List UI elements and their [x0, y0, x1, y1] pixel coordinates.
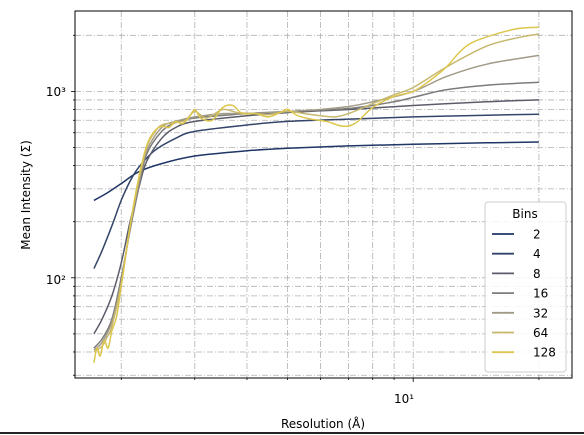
legend-title: Bins	[512, 207, 537, 221]
series-line-128	[93, 26, 539, 363]
series-line-4	[93, 113, 539, 269]
series-line-64	[93, 33, 540, 353]
series-line-2	[93, 141, 539, 202]
legend-label-2: 2	[533, 228, 541, 242]
grid	[75, 11, 572, 378]
legend-label-32: 32	[533, 306, 548, 320]
legend-label-64: 64	[533, 326, 548, 340]
series-line-16	[93, 81, 539, 349]
x-axis-label: Resolution (Å)	[281, 416, 365, 431]
legend-box	[484, 201, 567, 373]
y-tick-label-100: 10²	[46, 273, 66, 287]
y-axis-label: Mean Intensity (Σ)	[19, 140, 33, 250]
y-tick-label-1000: 10³	[46, 85, 66, 99]
legend: Bins 2 4 8 16 32 64 128	[484, 201, 567, 373]
x-tick-label-10: 10¹	[394, 392, 414, 406]
series-line-8	[93, 99, 539, 335]
plot-frame	[74, 10, 573, 379]
legend-label-128: 128	[533, 346, 556, 360]
legend-label-4: 4	[533, 247, 541, 261]
bottom-divider	[0, 432, 584, 434]
legend-label-16: 16	[533, 287, 548, 301]
series-group	[93, 26, 540, 363]
legend-label-8: 8	[533, 267, 541, 281]
